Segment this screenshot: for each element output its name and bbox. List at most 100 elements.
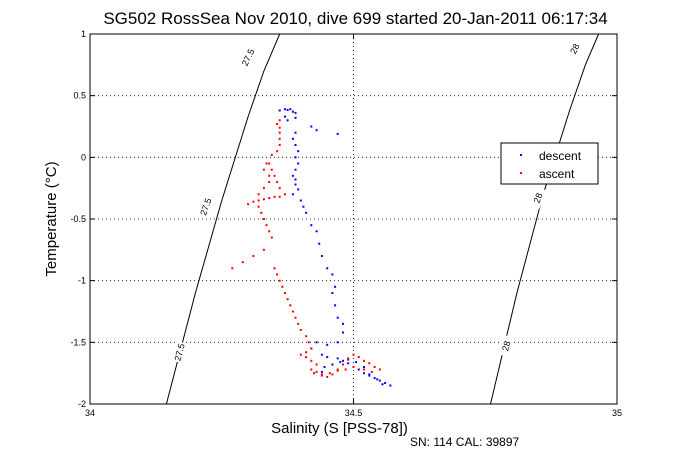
data-point-ascent [278,119,281,122]
data-point-descent [326,267,329,270]
data-point-descent [297,188,300,191]
data-point-ascent [299,353,302,356]
contour-label-bg [564,37,584,60]
data-point-descent [294,156,297,159]
data-point-descent [334,285,337,288]
data-point-ascent [268,162,271,165]
data-point-descent [315,341,318,344]
data-point-descent [336,341,339,344]
data-point-descent [376,378,379,381]
data-point-ascent [378,368,381,371]
data-point-ascent [342,363,344,366]
legend-label-descent: descent [539,149,582,163]
data-point-descent [342,359,344,362]
contour-label-bg [497,334,514,357]
contour-label-group: 28 [564,37,584,60]
data-point-descent [294,178,297,181]
contour-label-group: 27.5 [171,340,188,364]
y-tick-label: -1.5 [70,337,86,347]
data-point-descent [363,372,365,375]
data-point-descent [331,273,334,276]
data-point-ascent [276,273,279,276]
data-point-descent [291,174,294,177]
data-point-descent [347,362,350,365]
data-point-ascent [336,368,339,371]
data-point-descent [294,116,297,119]
contour-label: 28 [532,192,545,205]
calibration-footer: SN: 114 CAL: 39897 [410,435,520,449]
data-point-ascent [305,356,308,359]
data-point-descent [323,366,326,368]
data-point-descent [334,304,337,307]
data-point-ascent [320,374,323,377]
data-point-ascent [262,187,265,190]
data-point-ascent [257,205,260,208]
data-point-ascent [286,298,289,301]
data-point-ascent [363,359,365,362]
data-point-ascent [273,195,276,198]
data-point-ascent [313,372,315,375]
data-point-ascent [305,335,308,338]
data-point-descent [368,374,371,377]
data-point-descent [331,292,334,294]
data-point-ascent [352,353,355,356]
data-point-ascent [278,137,281,140]
data-point-descent [291,110,294,113]
data-point-descent [286,119,289,122]
data-point-descent [336,316,339,319]
data-point-descent [294,131,297,134]
contour-label-bg [238,45,257,69]
data-point-descent [368,373,371,376]
data-point-ascent [262,198,265,201]
x-tick-label: 35 [612,408,622,418]
contour-label: 27.5 [173,342,187,362]
data-point-ascent [278,187,281,190]
data-point-ascent [320,373,323,376]
data-point-ascent [257,199,260,202]
contour-label-bg [171,340,188,364]
data-point-ascent [299,329,302,331]
data-point-ascent [284,292,286,294]
data-point-descent [347,358,350,361]
data-point-ascent [368,362,371,365]
data-point-descent [373,377,376,380]
y-tick-label: 1 [81,29,86,39]
data-point-ascent [331,373,334,376]
x-tick-label: 34 [85,408,95,418]
data-point-descent [291,193,294,196]
data-point-descent [315,129,318,132]
data-point-ascent [352,366,355,368]
y-axis-label: Temperature (°C) [43,161,60,276]
data-point-ascent [347,357,350,360]
data-point-descent [299,199,302,202]
data-point-descent [389,384,392,387]
data-point-ascent [273,174,276,177]
data-point-ascent [310,368,313,371]
data-point-descent [326,343,329,346]
data-point-ascent [262,218,265,220]
data-point-ascent [370,370,373,373]
data-point-descent [294,144,297,146]
data-point-descent [339,361,342,364]
data-point-ascent [291,310,294,313]
data-point-descent [289,108,292,111]
data-point-descent [284,115,286,118]
data-point-descent [320,255,323,257]
data-point-ascent [262,168,265,171]
contour-label-bg [528,186,547,210]
x-tick-label: 34.5 [345,408,363,418]
data-point-descent [294,111,297,114]
data-point-descent [294,168,297,171]
density-contour-27.5 [165,33,281,405]
data-point-descent [297,162,300,165]
data-point-ascent [305,351,308,354]
contour-label: 28 [568,42,581,55]
legend-marker-descent [520,154,522,156]
data-point-ascent [273,267,276,270]
data-point-ascent [257,193,260,196]
data-point-ascent [268,230,271,233]
data-point-ascent [268,174,271,177]
data-point-descent [384,382,387,384]
data-point-descent [310,224,313,227]
data-point-ascent [276,150,279,153]
